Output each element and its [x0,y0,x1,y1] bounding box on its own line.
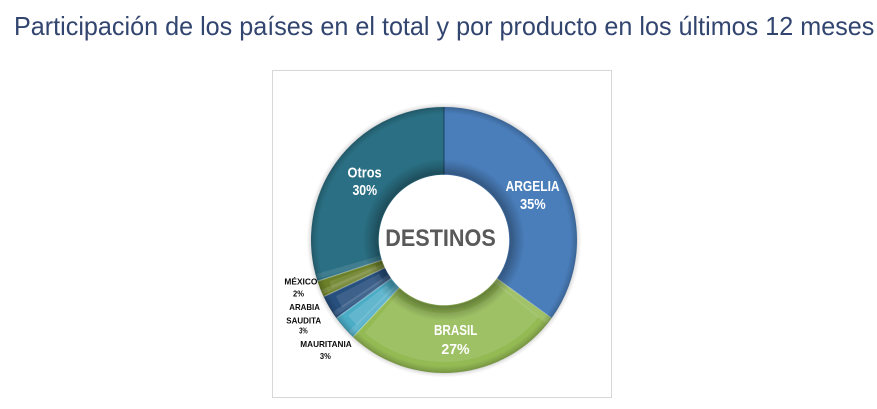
svg-text:3%: 3% [299,325,308,335]
svg-text:3%: 3% [320,351,331,361]
svg-text:DESTINOS: DESTINOS [385,225,496,252]
svg-text:ARGELIA: ARGELIA [506,178,560,195]
svg-text:BRASIL: BRASIL [434,322,478,339]
svg-text:SAUDITA: SAUDITA [286,316,321,326]
svg-text:MAURITANIA: MAURITANIA [300,339,351,349]
svg-text:MÉXICO: MÉXICO [284,276,317,286]
svg-text:30%: 30% [352,182,377,199]
svg-text:27%: 27% [441,341,469,358]
svg-text:35%: 35% [520,196,546,213]
svg-text:Otros: Otros [348,165,382,182]
svg-text:2%: 2% [293,289,304,299]
svg-text:ARABIA: ARABIA [289,302,320,312]
